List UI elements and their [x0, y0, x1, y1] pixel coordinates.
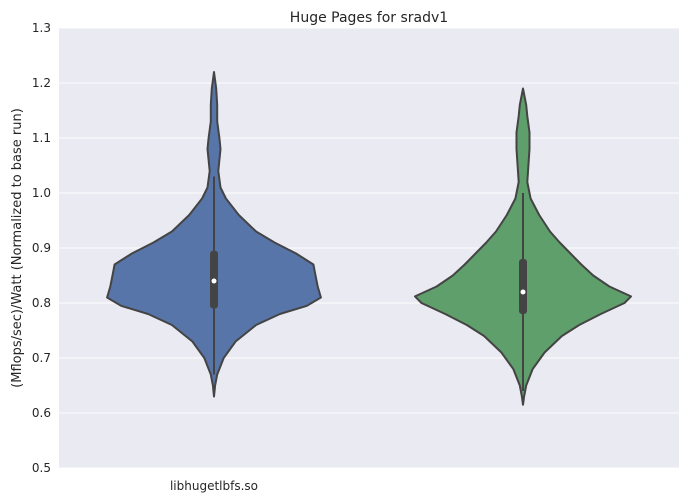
violin-median-point	[211, 278, 217, 284]
y-axis-label: (Mflops/sec)/Watt (Normalized to base ru…	[10, 108, 25, 388]
x-tick-labels: libhugetlbfs.so	[170, 479, 258, 493]
y-tick-label: 1.2	[32, 76, 51, 90]
y-tick-label: 1.3	[32, 21, 51, 35]
y-tick-label: 1.1	[32, 131, 51, 145]
violins	[106, 71, 632, 406]
y-tick-label: 0.6	[32, 406, 51, 420]
violin-median-point	[520, 289, 526, 295]
violin-iqr-box	[519, 259, 527, 314]
y-tick-label: 0.8	[32, 296, 51, 310]
violin-2	[414, 87, 632, 406]
y-tick-label: 1.0	[32, 186, 51, 200]
y-tick-label: 0.7	[32, 351, 51, 365]
violin-1	[106, 71, 322, 398]
x-tick-label: libhugetlbfs.so	[170, 479, 258, 493]
y-tick-labels: 0.5 0.6 0.7 0.8 0.9 1.0 1.1 1.2 1.3	[32, 21, 51, 475]
y-tick-label: 0.9	[32, 241, 51, 255]
y-tick-label: 0.5	[32, 461, 51, 475]
chart-title: Huge Pages for sradv1	[290, 10, 448, 26]
